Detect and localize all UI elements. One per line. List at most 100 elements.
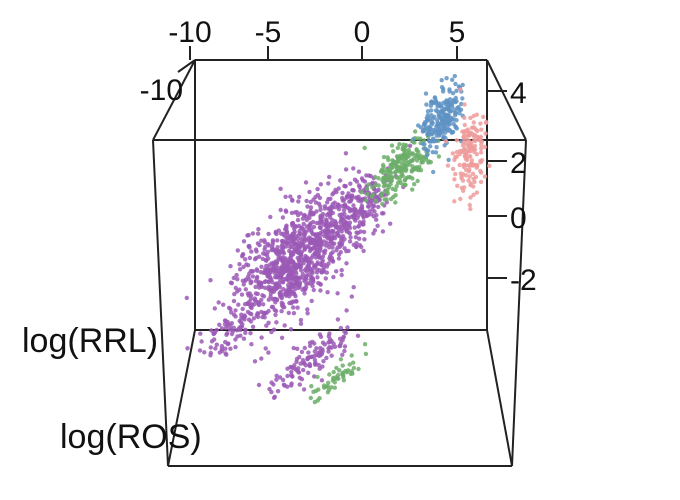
data-point xyxy=(315,275,320,280)
data-point xyxy=(298,253,304,258)
data-point xyxy=(255,241,261,246)
data-point xyxy=(294,356,300,362)
data-point xyxy=(304,217,309,223)
data-point xyxy=(214,342,219,347)
x-tick-label: 5 xyxy=(449,16,466,49)
data-point xyxy=(235,277,240,282)
data-point xyxy=(364,186,370,191)
data-point xyxy=(208,345,213,350)
data-point xyxy=(356,224,361,229)
data-point xyxy=(300,271,305,277)
data-point xyxy=(263,251,268,257)
data-point xyxy=(202,350,207,355)
data-point xyxy=(259,309,264,315)
data-point xyxy=(320,254,326,259)
data-point xyxy=(344,226,349,231)
data-point xyxy=(310,219,316,225)
data-point xyxy=(457,149,463,154)
data-point xyxy=(453,113,458,118)
data-point xyxy=(273,274,278,280)
data-point xyxy=(458,196,463,202)
data-point xyxy=(400,173,405,178)
data-point xyxy=(455,183,460,188)
data-point xyxy=(310,276,315,281)
data-point xyxy=(248,304,253,310)
data-point xyxy=(223,339,228,345)
data-point xyxy=(345,325,350,330)
data-point xyxy=(351,360,356,365)
data-point xyxy=(305,355,310,360)
data-point xyxy=(316,362,321,368)
data-point xyxy=(266,350,271,355)
data-point xyxy=(389,143,395,148)
data-point xyxy=(312,341,317,346)
data-point xyxy=(262,285,268,290)
data-point xyxy=(262,315,267,320)
data-point xyxy=(307,361,312,367)
data-point xyxy=(411,137,416,142)
data-point xyxy=(274,320,279,325)
data-point xyxy=(328,251,334,256)
data-point xyxy=(393,200,398,205)
z-tick-label: 0 xyxy=(510,202,527,235)
data-point xyxy=(351,166,356,171)
data-point xyxy=(332,380,337,385)
data-point xyxy=(339,226,344,231)
data-point xyxy=(439,116,444,121)
data-point xyxy=(325,200,330,205)
data-point xyxy=(308,222,313,227)
data-point xyxy=(225,331,230,336)
data-point xyxy=(326,230,331,236)
data-point xyxy=(208,278,213,283)
data-point xyxy=(450,77,455,83)
data-point xyxy=(222,322,228,327)
data-point xyxy=(332,385,337,390)
data-point xyxy=(474,190,480,195)
data-point xyxy=(447,118,453,124)
data-point xyxy=(348,199,353,204)
data-point xyxy=(288,255,293,260)
data-point xyxy=(233,344,238,350)
data-point xyxy=(352,225,357,230)
data-point xyxy=(255,231,261,236)
data-point xyxy=(403,168,408,173)
data-point xyxy=(326,349,331,354)
data-point xyxy=(270,297,276,302)
data-point xyxy=(343,151,349,156)
y-axis-label: log(RRL) xyxy=(22,322,158,360)
z-tick-label: -2 xyxy=(510,264,537,297)
data-point xyxy=(376,187,381,193)
data-point xyxy=(256,382,262,388)
data-point xyxy=(279,309,284,314)
data-point xyxy=(245,263,251,268)
series-2-points xyxy=(411,73,465,175)
data-point xyxy=(266,270,271,276)
data-point xyxy=(452,199,457,204)
data-point xyxy=(310,240,315,246)
data-point xyxy=(465,137,470,142)
data-point xyxy=(453,81,458,87)
data-point xyxy=(337,343,342,349)
data-point xyxy=(446,157,451,163)
data-point xyxy=(461,134,466,140)
data-point xyxy=(296,258,302,263)
data-point xyxy=(318,288,323,293)
data-point xyxy=(242,313,247,318)
box-edge-front-right xyxy=(511,139,527,467)
data-point xyxy=(305,307,310,312)
data-point xyxy=(380,229,386,234)
data-point xyxy=(283,194,288,199)
data-point xyxy=(216,300,221,305)
data-point xyxy=(484,119,489,125)
data-point xyxy=(217,322,222,327)
data-point xyxy=(319,218,325,224)
data-point xyxy=(231,325,236,330)
data-point xyxy=(462,115,467,121)
data-point xyxy=(285,373,290,379)
data-point xyxy=(468,195,473,200)
data-point xyxy=(311,287,316,293)
data-point xyxy=(232,291,237,297)
data-point xyxy=(274,297,279,302)
data-point xyxy=(306,370,311,375)
data-point xyxy=(340,363,345,368)
